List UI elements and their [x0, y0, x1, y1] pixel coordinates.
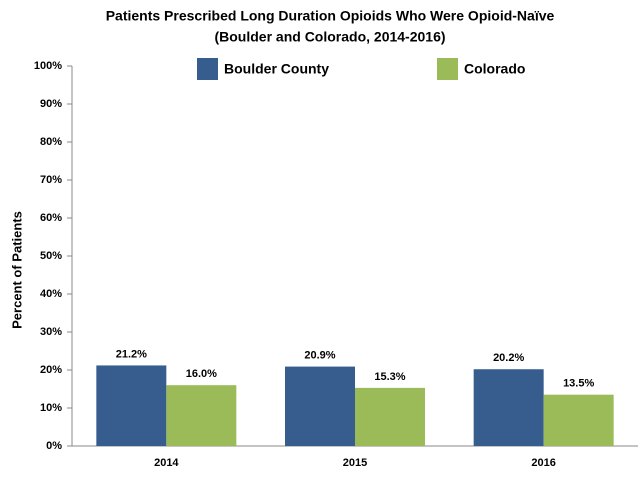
bar — [473, 369, 544, 446]
value-label: 13.5% — [563, 378, 594, 390]
y-tick-label: 80% — [40, 136, 62, 148]
x-tick-label: 2015 — [343, 457, 367, 469]
bar — [543, 394, 614, 446]
y-tick-label: 90% — [40, 98, 62, 110]
value-label: 20.9% — [304, 349, 335, 361]
y-tick-label: 70% — [40, 174, 62, 186]
y-tick-label: 20% — [40, 364, 62, 376]
y-axis-label: Percent of Patients — [9, 211, 24, 329]
x-tick-label: 2014 — [154, 457, 179, 469]
y-tick-label: 50% — [40, 250, 62, 262]
bar — [355, 387, 425, 446]
legend-label: Boulder County — [224, 61, 329, 77]
value-label: 20.2% — [493, 352, 524, 364]
value-label: 21.2% — [116, 348, 147, 360]
legend-swatch — [197, 58, 218, 80]
chart-subtitle: (Boulder and Colorado, 2014-2016) — [214, 29, 445, 45]
y-tick-label: 10% — [40, 402, 62, 414]
bar — [166, 385, 237, 446]
value-label: 16.0% — [186, 368, 217, 380]
y-tick-label: 40% — [40, 288, 62, 300]
y-tick-label: 0% — [46, 440, 62, 452]
y-tick-label: 30% — [40, 326, 62, 338]
bar — [96, 365, 167, 446]
x-tick-label: 2016 — [531, 457, 555, 469]
bar — [285, 366, 355, 446]
y-tick-label: 100% — [34, 60, 62, 72]
legend-label: Colorado — [464, 61, 525, 77]
value-label: 15.3% — [374, 371, 405, 383]
chart-title: Patients Prescribed Long Duration Opioid… — [106, 8, 555, 24]
legend-swatch — [437, 58, 458, 80]
y-tick-label: 60% — [40, 212, 62, 224]
